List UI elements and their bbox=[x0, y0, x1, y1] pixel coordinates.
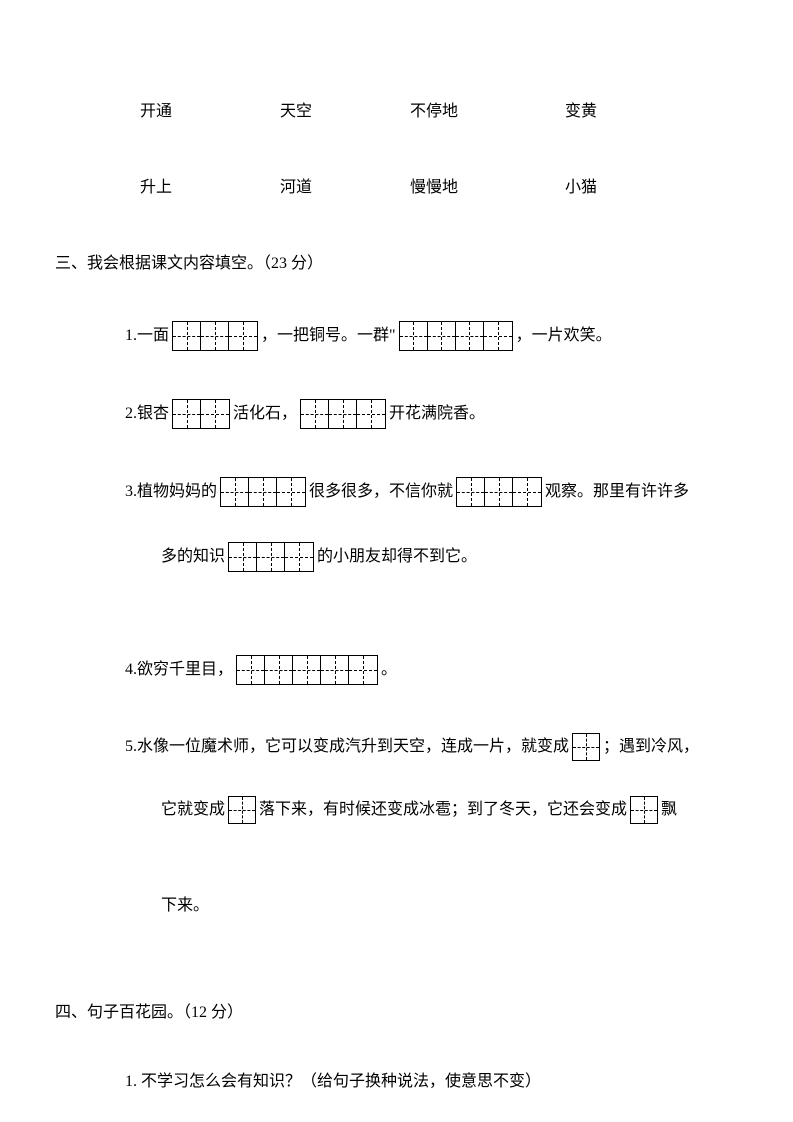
q3-text: 观察。那里有许许多 bbox=[545, 480, 689, 504]
question-3: 3. 植物妈妈的 很多很多，不信你就 观察。那里有许许多 多的知识 的小朋友却得… bbox=[125, 477, 738, 607]
word: 天空 bbox=[280, 100, 410, 124]
q5-text: 水像一位魔术师，它可以变成汽升到天空，连成一片，就变成 bbox=[137, 735, 569, 759]
blank-grid[interactable] bbox=[236, 655, 378, 685]
section3-title: 三、我会根据课文内容填空。（23 分） bbox=[55, 252, 738, 276]
q4-text: 。 bbox=[381, 658, 397, 682]
section4-title: 四、句子百花园。（12 分） bbox=[55, 1001, 738, 1025]
word: 不停地 bbox=[410, 100, 565, 124]
q3-line2: 多的知识 的小朋友却得不到它。 bbox=[161, 542, 738, 572]
blank-grid[interactable] bbox=[630, 796, 658, 824]
word-row-2: 升上 河道 慢慢地 小猫 bbox=[140, 176, 738, 200]
q4-num: 4. bbox=[125, 658, 137, 682]
q2-text: 银杏 bbox=[137, 402, 169, 426]
q1-num: 1. bbox=[125, 324, 137, 348]
q2-text: 活化石， bbox=[233, 402, 297, 426]
question-4: 4. 欲穷千里目， 。 bbox=[125, 655, 738, 685]
q3-text: 多的知识 bbox=[161, 545, 225, 569]
q2-text: 开花满院香。 bbox=[389, 402, 485, 426]
word: 升上 bbox=[140, 176, 280, 200]
question-5: 5. 水像一位魔术师，它可以变成汽升到天空，连成一片，就变成 ；遇到冷风， 它就… bbox=[125, 733, 738, 953]
blank-grid[interactable] bbox=[228, 542, 314, 572]
word: 变黄 bbox=[565, 100, 597, 124]
q5-num: 5. bbox=[125, 735, 137, 759]
q4-text: 欲穷千里目， bbox=[137, 658, 233, 682]
blank-grid[interactable] bbox=[300, 399, 386, 429]
q5-text: 飘 bbox=[661, 798, 677, 822]
word-row-1: 开通 天空 不停地 变黄 bbox=[140, 100, 738, 124]
word: 小猫 bbox=[565, 176, 597, 200]
q5-text: 它就变成 bbox=[161, 798, 225, 822]
q1-text: ，一把铜号。一群" bbox=[261, 324, 396, 348]
blank-grid[interactable] bbox=[456, 477, 542, 507]
q3-text: 的小朋友却得不到它。 bbox=[317, 545, 477, 569]
word: 河道 bbox=[280, 176, 410, 200]
section4-q1: 1. 不学习怎么会有知识？（给句子换种说法，使意思不变） bbox=[125, 1070, 738, 1094]
q5-line2: 它就变成 落下来，有时候还变成冰雹；到了冬天，它还会变成 飘 bbox=[161, 796, 738, 824]
q1-text: ，一片欢笑。 bbox=[516, 324, 612, 348]
blank-grid[interactable] bbox=[228, 796, 256, 824]
q3-text: 植物妈妈的 bbox=[137, 480, 217, 504]
q5-text: 下来。 bbox=[161, 894, 209, 918]
blank-grid[interactable] bbox=[220, 477, 306, 507]
q3-num: 3. bbox=[125, 480, 137, 504]
word: 慢慢地 bbox=[410, 176, 565, 200]
question-1: 1. 一面 ，一把铜号。一群" ，一片欢笑。 bbox=[125, 321, 738, 351]
blank-grid[interactable] bbox=[399, 321, 513, 351]
word: 开通 bbox=[140, 100, 280, 124]
q2-num: 2. bbox=[125, 402, 137, 426]
q1-text: 一面 bbox=[137, 324, 169, 348]
blank-grid[interactable] bbox=[572, 733, 600, 761]
q5-text: ；遇到冷风， bbox=[603, 735, 699, 759]
blank-grid[interactable] bbox=[172, 399, 230, 429]
q5-text: 落下来，有时候还变成冰雹；到了冬天，它还会变成 bbox=[259, 798, 627, 822]
q3-text: 很多很多，不信你就 bbox=[309, 480, 453, 504]
question-2: 2. 银杏 活化石， 开花满院香。 bbox=[125, 399, 738, 429]
q5-line3: 下来。 bbox=[161, 894, 738, 918]
blank-grid[interactable] bbox=[172, 321, 258, 351]
